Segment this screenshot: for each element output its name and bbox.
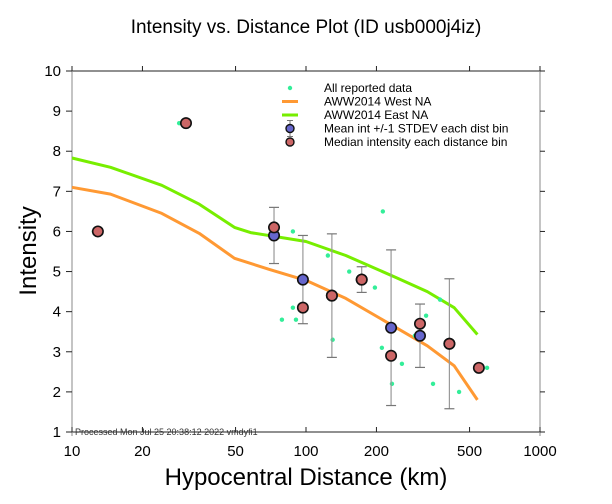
mean-intensity-marker <box>296 273 309 286</box>
y-tick-label: 5 <box>53 264 61 281</box>
data-points <box>91 120 490 395</box>
legend-label: All reported data <box>324 81 412 95</box>
median-intensity-marker <box>355 273 368 286</box>
reported-data-point <box>389 381 395 387</box>
median-intensity-marker <box>472 361 485 374</box>
x-tick-label: 10 <box>64 443 81 460</box>
y-tick-label: 2 <box>53 384 61 401</box>
y-tick-label: 10 <box>44 63 61 80</box>
x-axis-label: Hypocentral Distance (km) <box>165 464 448 491</box>
reported-data-point <box>290 229 296 234</box>
model-curves <box>71 156 479 401</box>
east-na-curve <box>71 156 479 336</box>
y-tick-label: 7 <box>53 183 61 200</box>
reported-data-point <box>279 317 285 322</box>
reported-data-point <box>456 389 462 395</box>
median-intensity-marker <box>296 301 309 314</box>
y-tick-label: 6 <box>53 223 61 240</box>
x-tick-label: 500 <box>457 443 482 460</box>
reported-data-point <box>293 317 299 322</box>
legend-label: AWW2014 East NA <box>324 108 428 122</box>
bin-markers <box>91 117 485 410</box>
reported-data-point <box>372 285 378 290</box>
mean-intensity-marker <box>413 329 426 342</box>
reported-data-point <box>437 297 443 302</box>
x-tick-label: 20 <box>134 443 151 460</box>
reported-data-point <box>290 305 296 310</box>
median-intensity-marker <box>179 117 192 130</box>
processed-footer: Processed Mon Jul 25 20:38:12 2022 vmdyf… <box>75 427 258 437</box>
legend-label: AWW2014 West NA <box>324 95 431 109</box>
reported-data-point <box>379 345 385 350</box>
chart-title: Intensity vs. Distance Plot (ID usb000j4… <box>131 17 482 38</box>
y-tick-label: 1 <box>53 424 61 441</box>
x-tick-label: 100 <box>293 443 318 460</box>
reported-data-point <box>423 313 429 318</box>
reported-data-point <box>380 209 386 214</box>
reported-data-point <box>430 381 436 387</box>
reported-data-point <box>325 253 331 258</box>
mean-intensity-marker <box>385 321 398 334</box>
y-axis-label: Intensity <box>15 206 42 295</box>
legend-mean-circle-icon <box>285 123 295 134</box>
y-tick-label: 4 <box>53 304 61 321</box>
y-tick-label: 9 <box>53 103 61 120</box>
reported-data-point <box>347 269 352 274</box>
median-intensity-marker <box>443 337 456 350</box>
median-intensity-marker <box>413 317 426 330</box>
reported-data-point <box>330 337 335 342</box>
west-na-curve <box>71 185 479 401</box>
median-intensity-marker <box>91 225 104 238</box>
x-tick-label: 1000 <box>523 443 556 460</box>
legend-label: Mean int +/-1 STDEV each dist bin <box>324 122 508 136</box>
legend-label: Median intensity each distance bin <box>324 135 507 149</box>
y-tick-label: 8 <box>53 143 61 160</box>
x-tick-label: 200 <box>364 443 389 460</box>
x-tick-label: 50 <box>227 443 244 460</box>
y-tick-label: 3 <box>53 344 61 361</box>
legend-median-circle-icon <box>285 137 295 147</box>
median-intensity-marker <box>385 349 398 362</box>
median-intensity-marker <box>268 221 281 234</box>
legend-dot-icon <box>287 85 293 91</box>
axes: 10 20 50 100 200 500 1000 1 2 3 4 5 6 7 8 9 10 <box>44 63 556 460</box>
median-intensity-marker <box>325 289 338 302</box>
reported-data-point <box>484 365 490 371</box>
reported-data-point <box>399 361 405 367</box>
